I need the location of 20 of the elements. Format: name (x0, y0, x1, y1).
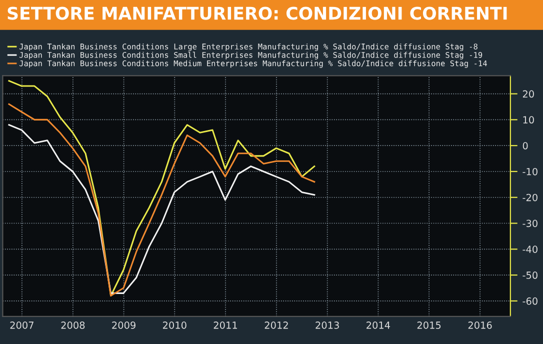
y-tick-label: 20 (522, 90, 534, 98)
chart-title: SETTORE MANIFATTURIERO: CONDIZIONI CORRENTI (8, 6, 507, 20)
y-tick-label: -10 (522, 168, 538, 176)
y-tick-label: -40 (522, 246, 538, 253)
y-tick-label: -30 (522, 220, 538, 228)
y-tick-label: -20 (522, 194, 538, 202)
y-tick-label: -50 (522, 272, 538, 279)
x-tick-label: 2012 (264, 322, 288, 329)
x-tick-label: 2014 (366, 322, 390, 329)
x-tick-label: 2016 (468, 322, 492, 329)
x-tick-label: 2009 (112, 322, 136, 329)
x-tick-label: 2010 (162, 322, 186, 329)
x-tick-label: 2015 (417, 322, 441, 329)
x-tick-label: 2013 (316, 322, 339, 329)
y-tick-label: -60 (522, 297, 538, 305)
y-tick-label: 0 (522, 142, 528, 150)
x-tick-label: 2008 (61, 322, 85, 329)
x-tick-label: 2007 (10, 322, 34, 329)
x-tick-label: 2011 (214, 322, 237, 329)
y-tick-label: 10 (523, 116, 534, 124)
